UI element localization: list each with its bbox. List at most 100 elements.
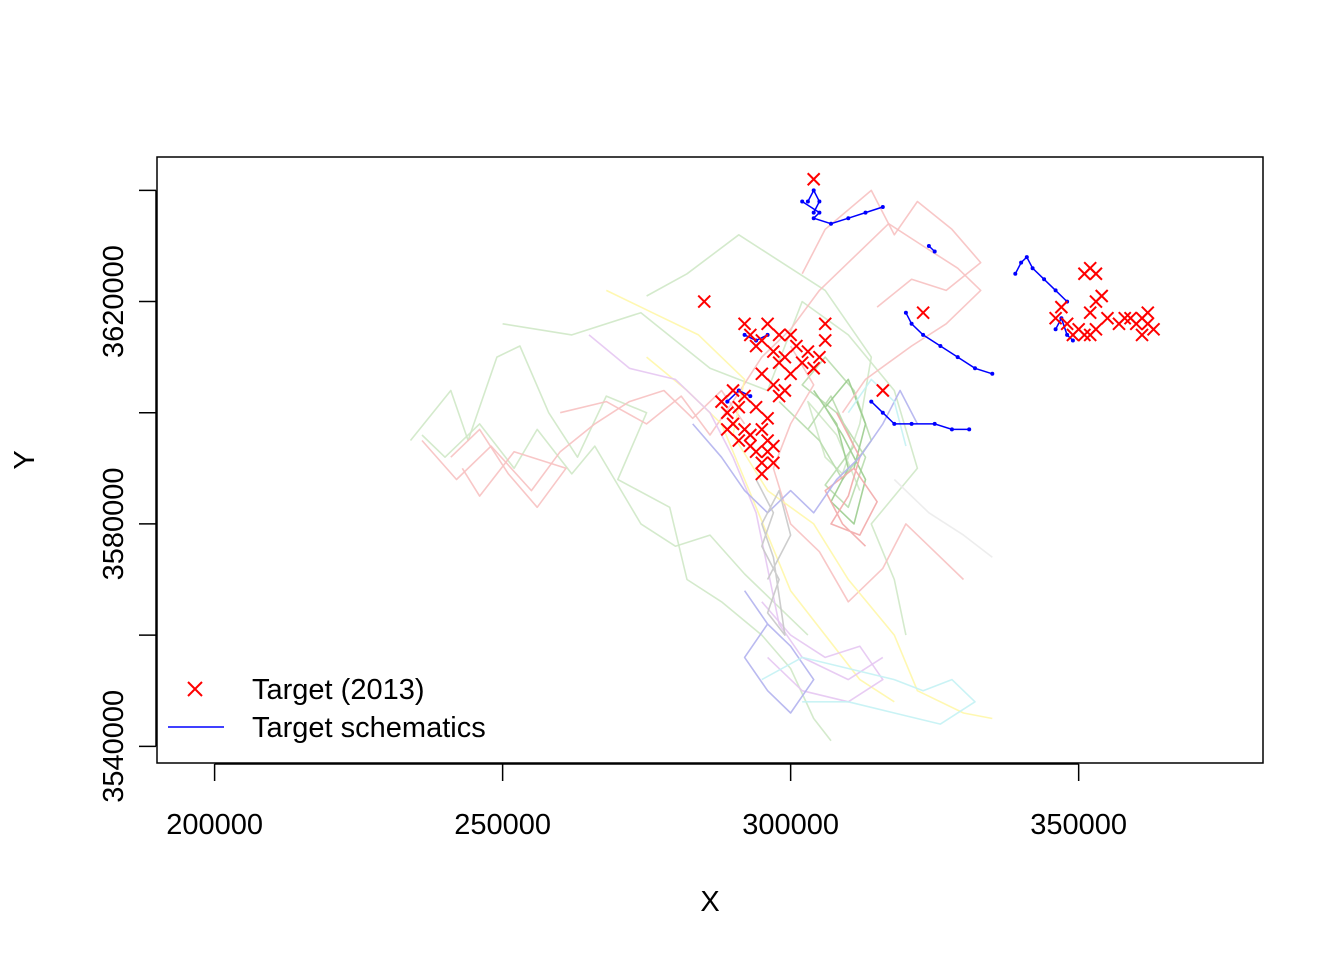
target-point-21	[749, 339, 763, 353]
y-tick-label-2: 3620000	[98, 245, 130, 358]
background-track-19	[847, 378, 907, 447]
target-point-32	[749, 400, 763, 414]
legend-label-target: Target (2013)	[252, 674, 425, 706]
target-point-46	[755, 467, 769, 481]
schematic-node-2-0	[903, 310, 908, 315]
schematic-node-2-1	[909, 321, 914, 326]
target-point-15	[812, 350, 827, 364]
target-point-48	[1054, 300, 1069, 314]
target-point-69	[1089, 267, 1103, 281]
target-point-47	[1048, 311, 1063, 325]
target-point-23	[714, 394, 729, 409]
target-point-17	[818, 317, 832, 331]
legend-cross-icon	[187, 681, 203, 697]
schematic-node-5-4	[932, 421, 937, 426]
target-point-27	[737, 389, 752, 403]
target-point-35	[778, 383, 792, 398]
target-point-55	[1083, 305, 1097, 320]
target-point-16	[818, 333, 832, 348]
schematic-node-0-6	[880, 205, 885, 209]
schematic-node-1-2	[817, 199, 822, 204]
schematic-node-2-2	[921, 332, 926, 337]
target-point-7	[760, 317, 775, 331]
legend-cross-mark	[187, 681, 203, 697]
schematic-node-0-1	[817, 210, 822, 215]
schematic-node-2-6	[990, 371, 995, 376]
target-point-22	[783, 367, 798, 381]
target-point-4	[737, 317, 752, 331]
schematic-node-5-3	[909, 421, 914, 426]
target-point-45	[766, 456, 781, 470]
target-point-33	[766, 378, 781, 392]
target-point-14	[801, 344, 815, 359]
target-point-2	[876, 383, 890, 398]
background-track-2	[502, 300, 919, 636]
schematic-node-1-0	[805, 199, 810, 204]
background-track-17	[743, 590, 815, 714]
schematic-track-1	[807, 188, 821, 213]
target-point-26	[732, 400, 746, 414]
schematic-node-6-0	[742, 332, 747, 337]
background-track-8	[560, 222, 982, 436]
schematic-node-0-0	[800, 199, 805, 204]
target-point-20	[755, 367, 769, 381]
background-track-1	[421, 423, 809, 636]
x-tick-label-1: 250000	[454, 809, 551, 841]
target-point-43	[720, 422, 734, 437]
target-point-9	[772, 328, 786, 342]
plot-frame	[156, 156, 1264, 764]
schematic-node-0-3	[829, 221, 833, 226]
target-points-layer	[697, 172, 1161, 481]
target-point-42	[737, 422, 752, 437]
target-point-49	[1060, 317, 1074, 331]
target-point-30	[755, 422, 769, 437]
x-tick-label-3: 350000	[1030, 809, 1127, 841]
target-point-54	[1089, 322, 1103, 337]
schematic-node-4-2	[1065, 332, 1070, 337]
schematic-node-8-0	[926, 244, 931, 248]
schematic-node-3-0	[1013, 271, 1018, 276]
target-point-58	[1100, 311, 1115, 325]
target-point-3	[916, 305, 930, 320]
target-point-44	[732, 433, 746, 448]
y-axis-title: Y	[9, 450, 41, 469]
schematic-track-5	[870, 401, 970, 431]
schematic-node-3-5	[1053, 288, 1058, 293]
schematic-node-0-5	[863, 210, 868, 215]
schematic-node-3-1	[1019, 260, 1024, 265]
target-point-65	[1141, 305, 1155, 320]
schematic-node-3-4	[1042, 277, 1047, 282]
legend-label-schematics: Target schematics	[252, 712, 486, 744]
y-axis: 3540000 3580000 3620000	[98, 189, 157, 803]
legend-item-schematics: Target schematics	[168, 712, 486, 744]
target-point-60	[1118, 311, 1132, 325]
schematic-node-2-3	[938, 344, 943, 348]
background-track-7	[450, 428, 567, 509]
schematic-node-5-0	[869, 399, 874, 404]
background-track-5	[813, 378, 867, 525]
schematic-node-5-1	[880, 410, 885, 415]
schematic-node-0-4	[846, 216, 851, 221]
schematic-track-3	[1014, 255, 1068, 303]
background-tracks-layer	[409, 189, 993, 742]
background-track-6	[421, 389, 746, 492]
target-point-25	[726, 383, 740, 398]
x-axis-title: X	[700, 886, 719, 918]
background-track-12	[605, 289, 993, 720]
target-point-31	[760, 411, 775, 426]
background-track-20	[755, 479, 792, 636]
background-track-9	[824, 412, 878, 547]
background-track-14	[588, 334, 884, 681]
y-tick-label-1: 3580000	[98, 467, 130, 580]
schematic-node-1-3	[811, 210, 816, 215]
x-axis: 200000 250000 300000 350000	[166, 763, 1127, 841]
schematic-node-3-2	[1024, 255, 1029, 260]
target-point-70	[1077, 267, 1092, 281]
target-point-38	[755, 456, 769, 470]
schematic-node-5-5	[949, 427, 954, 432]
target-point-41	[743, 439, 758, 453]
target-point-67	[1135, 328, 1149, 342]
target-point-8	[766, 344, 781, 359]
target-point-57	[1095, 289, 1109, 303]
